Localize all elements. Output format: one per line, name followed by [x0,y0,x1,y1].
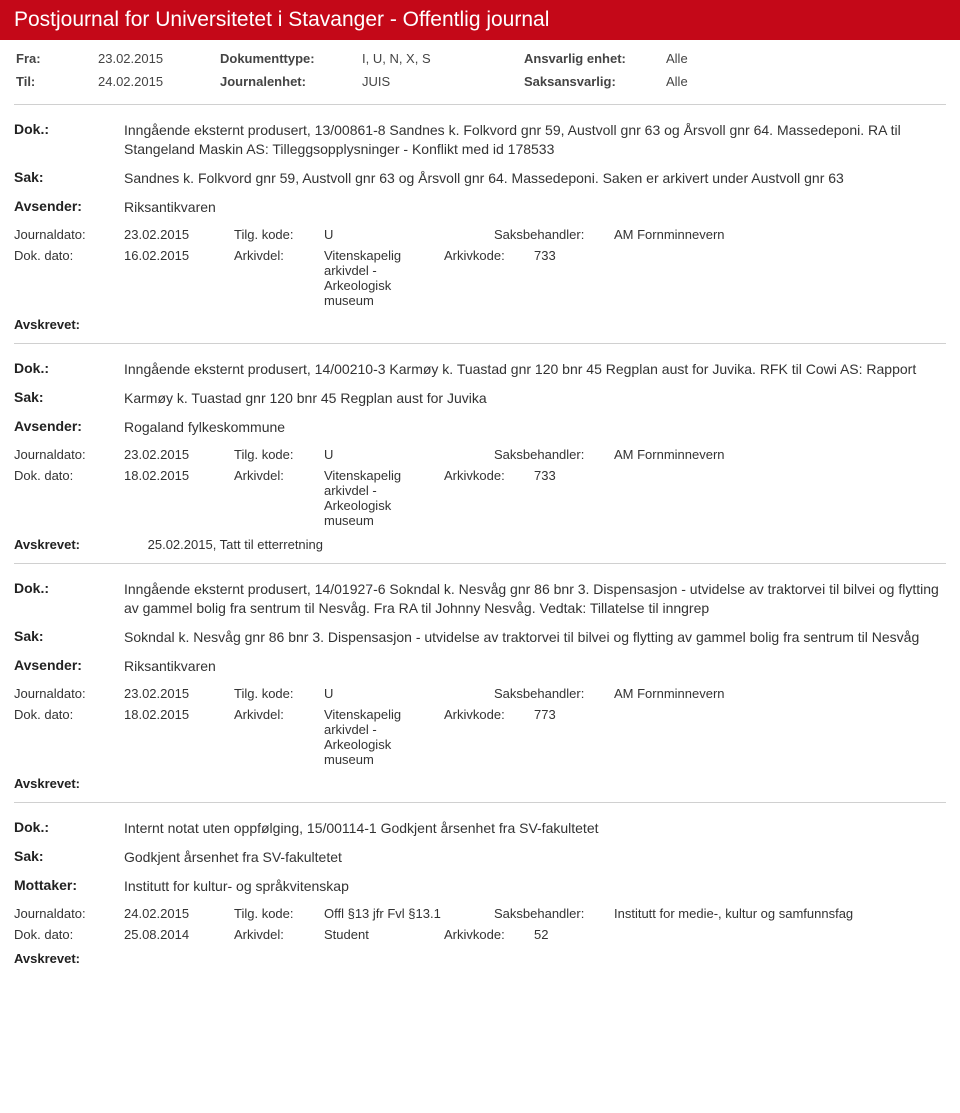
meta-fra-label: Fra: [16,48,96,69]
saksbehandler-label: Saksbehandler: [494,906,614,921]
meta-saksansvarlig: Alle [666,71,944,92]
saksbehandler-value: AM Fornminnevern [614,447,946,462]
tilgkode-label: Tilg. kode: [234,227,324,242]
meta-ansvarlig-label: Ansvarlig enhet: [524,48,664,69]
avskrevet-label: Avskrevet: [14,776,124,791]
meta-table: Fra: 23.02.2015 Dokumenttype: I, U, N, X… [14,46,946,94]
dokdato-label: Dok. dato: [14,468,124,528]
party-label: Avsender: [14,198,124,217]
tilgkode-value: U [324,686,494,701]
party-label: Avsender: [14,418,124,437]
arkivkode-label: Arkivkode: [444,468,534,528]
arkivdel-label: Arkivdel: [234,707,324,767]
party-label: Avsender: [14,657,124,676]
arkivkode-value: 773 [534,707,946,767]
journal-entry: Dok.: Inngående eksternt produsert, 14/0… [14,343,946,563]
party-value: Institutt for kultur- og språkvitenskap [124,877,946,896]
journaldato-value: 24.02.2015 [124,906,234,921]
journaldato-value: 23.02.2015 [124,686,234,701]
saksbehandler-value: Institutt for medie-, kultur og samfunns… [614,906,946,921]
sak-value: Karmøy k. Tuastad gnr 120 bnr 45 Regplan… [124,389,946,408]
party-value: Rogaland fylkeskommune [124,418,946,437]
party-value: Riksantikvaren [124,657,946,676]
journal-entry: Dok.: Inngående eksternt produsert, 14/0… [14,563,946,802]
sak-value: Godkjent årsenhet fra SV-fakultetet [124,848,946,867]
saksbehandler-label: Saksbehandler: [494,686,614,701]
arkivdel-value: Student [324,927,444,942]
arkivdel-value: Vitenskapelig arkivdel - Arkeologisk mus… [324,468,444,528]
avskrevet-label: Avskrevet: [14,951,124,966]
arkivkode-label: Arkivkode: [444,248,534,308]
saksbehandler-label: Saksbehandler: [494,227,614,242]
dok-label: Dok.: [14,121,124,159]
tilgkode-label: Tilg. kode: [234,447,324,462]
dokdato-value: 25.08.2014 [124,927,234,942]
dok-value: Inngående eksternt produsert, 14/01927-6… [124,580,946,618]
journaldato-value: 23.02.2015 [124,227,234,242]
journal-entry: Dok.: Inngående eksternt produsert, 13/0… [14,104,946,343]
sak-label: Sak: [14,389,124,408]
meta-doktype: I, U, N, X, S [362,48,522,69]
dokdato-label: Dok. dato: [14,707,124,767]
dok-label: Dok.: [14,819,124,838]
meta-fra: 23.02.2015 [98,48,218,69]
sak-value: Sokndal k. Nesvåg gnr 86 bnr 3. Dispensa… [124,628,946,647]
dok-value: Inngående eksternt produsert, 14/00210-3… [124,360,946,379]
arkivdel-label: Arkivdel: [234,927,324,942]
meta-journalenhet-label: Journalenhet: [220,71,360,92]
page-body: Fra: 23.02.2015 Dokumenttype: I, U, N, X… [0,46,960,998]
dokdato-value: 18.02.2015 [124,468,234,528]
meta-til-label: Til: [16,71,96,92]
arkivkode-value: 733 [534,248,946,308]
dokdato-value: 18.02.2015 [124,707,234,767]
dokdato-label: Dok. dato: [14,927,124,942]
saksbehandler-value: AM Fornminnevern [614,227,946,242]
saksbehandler-label: Saksbehandler: [494,447,614,462]
dok-label: Dok.: [14,580,124,618]
dokdato-value: 16.02.2015 [124,248,234,308]
arkivdel-label: Arkivdel: [234,248,324,308]
avskrevet-value: 25.02.2015, Tatt til etterretning [148,537,323,552]
arkivkode-value: 733 [534,468,946,528]
arkivkode-label: Arkivkode: [444,927,534,942]
meta-til: 24.02.2015 [98,71,218,92]
dok-value: Internt notat uten oppfølging, 15/00114-… [124,819,946,838]
tilgkode-value: U [324,447,494,462]
journaldato-label: Journaldato: [14,686,124,701]
sak-value: Sandnes k. Folkvord gnr 59, Austvoll gnr… [124,169,946,188]
party-value: Riksantikvaren [124,198,946,217]
avskrevet-label: Avskrevet: [14,317,124,332]
tilgkode-value: Offl §13 jfr Fvl §13.1 [324,906,494,921]
entries-container: Dok.: Inngående eksternt produsert, 13/0… [14,104,946,978]
sak-label: Sak: [14,848,124,867]
journaldato-label: Journaldato: [14,906,124,921]
dokdato-label: Dok. dato: [14,248,124,308]
journaldato-label: Journaldato: [14,447,124,462]
tilgkode-value: U [324,227,494,242]
arkivkode-label: Arkivkode: [444,707,534,767]
meta-journalenhet: JUIS [362,71,522,92]
journaldato-label: Journaldato: [14,227,124,242]
saksbehandler-value: AM Fornminnevern [614,686,946,701]
meta-doktype-label: Dokumenttype: [220,48,360,69]
sak-label: Sak: [14,628,124,647]
tilgkode-label: Tilg. kode: [234,906,324,921]
arkivdel-label: Arkivdel: [234,468,324,528]
arkivdel-value: Vitenskapelig arkivdel - Arkeologisk mus… [324,248,444,308]
page-header: Postjournal for Universitetet i Stavange… [0,0,960,40]
avskrevet-label: Avskrevet: [14,537,124,552]
journaldato-value: 23.02.2015 [124,447,234,462]
tilgkode-label: Tilg. kode: [234,686,324,701]
party-label: Mottaker: [14,877,124,896]
arkivdel-value: Vitenskapelig arkivdel - Arkeologisk mus… [324,707,444,767]
dok-value: Inngående eksternt produsert, 13/00861-8… [124,121,946,159]
meta-saksansvarlig-label: Saksansvarlig: [524,71,664,92]
arkivkode-value: 52 [534,927,946,942]
dok-label: Dok.: [14,360,124,379]
meta-ansvarlig: Alle [666,48,944,69]
journal-entry: Dok.: Internt notat uten oppfølging, 15/… [14,802,946,977]
page-title: Postjournal for Universitetet i Stavange… [14,8,549,31]
sak-label: Sak: [14,169,124,188]
